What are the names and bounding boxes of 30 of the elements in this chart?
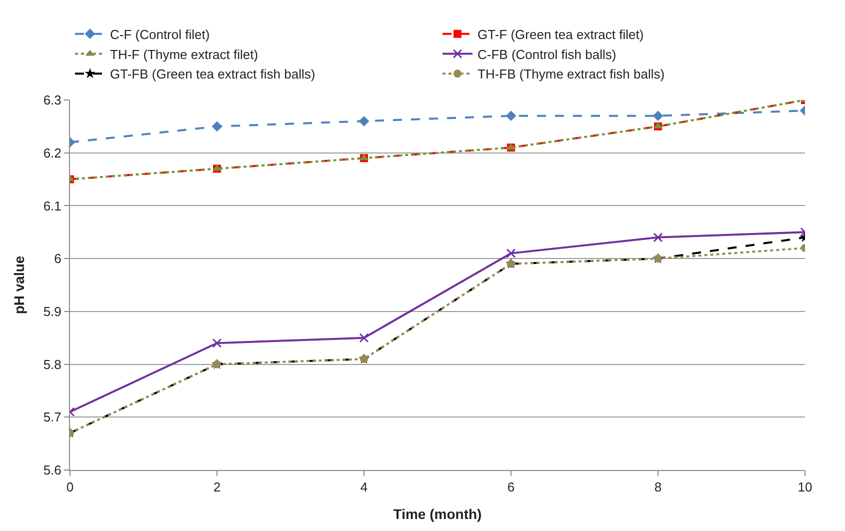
- point: [506, 248, 516, 258]
- legend-label: TH-FB (Thyme extract fish balls): [478, 66, 665, 82]
- x-tick-label: 10: [798, 480, 812, 495]
- y-axis-title: pH value: [10, 256, 27, 314]
- y-tick-label: 5.8: [43, 356, 62, 372]
- y-tick-label: 6.2: [43, 145, 62, 160]
- y-tick-label: 6.1: [43, 198, 62, 214]
- point: [652, 110, 664, 122]
- point: [212, 338, 222, 348]
- y-tick-label: 5.6: [43, 462, 62, 478]
- x-tick-label: 4: [360, 480, 368, 495]
- x-tick-label: 8: [654, 480, 662, 495]
- point: [653, 232, 663, 242]
- y-tick-label: 6.3: [43, 92, 62, 108]
- point: [212, 121, 222, 132]
- legend-label: GT-F (Green tea extract filet): [478, 26, 644, 42]
- point: [506, 110, 516, 122]
- legend-label: C-F (Control filet): [110, 26, 210, 42]
- point: [358, 116, 370, 126]
- y-tick-label: 6: [54, 251, 62, 266]
- x-tick-label: 6: [507, 480, 515, 495]
- legend-label: GT-FB (Green tea extract fish balls): [110, 66, 316, 82]
- legend-label: TH-F (Thyme extract filet): [110, 46, 258, 62]
- x-axis-title: Time (month): [393, 506, 482, 522]
- legend-label: C-FB (Control fish balls): [478, 46, 616, 62]
- x-tick-label: 0: [66, 480, 74, 495]
- y-tick-label: 5.9: [43, 304, 62, 319]
- x-tick-label: 2: [213, 480, 221, 495]
- y-tick-label: 5.7: [43, 410, 62, 425]
- point: [359, 333, 369, 343]
